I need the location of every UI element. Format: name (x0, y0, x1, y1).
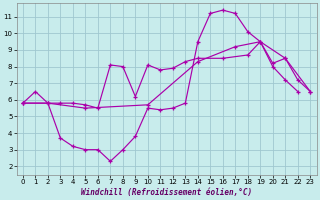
X-axis label: Windchill (Refroidissement éolien,°C): Windchill (Refroidissement éolien,°C) (81, 188, 252, 197)
